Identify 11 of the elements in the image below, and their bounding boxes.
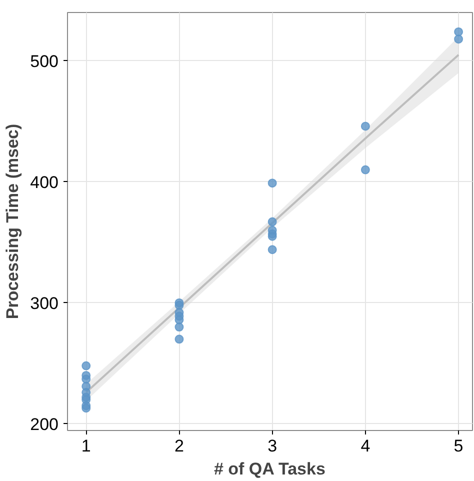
x-tick-label: 3 xyxy=(268,436,278,456)
x-tick-label: 2 xyxy=(174,436,184,456)
y-tick-label: 400 xyxy=(30,172,59,192)
x-tick-label: 1 xyxy=(81,436,91,456)
y-axis-title: Processing Time (msec) xyxy=(3,124,22,320)
y-tick-label: 200 xyxy=(30,414,59,434)
y-tick-label: 300 xyxy=(30,294,59,313)
x-tick-label: 4 xyxy=(360,436,370,456)
x-axis-title: # of QA Tasks xyxy=(214,460,326,478)
x-tick-label: 5 xyxy=(454,436,464,456)
y-tick-label: 500 xyxy=(30,52,59,71)
